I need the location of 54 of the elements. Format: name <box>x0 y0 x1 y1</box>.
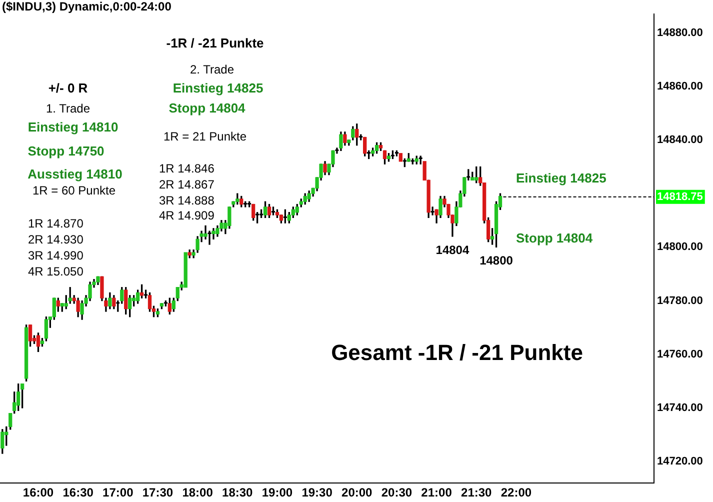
x-tick-label: 17:00 <box>102 486 134 500</box>
y-tick-label: 14880.00 <box>657 26 703 39</box>
candlestick <box>184 252 188 288</box>
annotation: 3R 14.888 <box>159 193 215 208</box>
x-tick-label: 21:00 <box>421 486 452 500</box>
annotation: Einstieg 14810 <box>28 120 118 135</box>
annotation: 2R 14.930 <box>28 232 84 246</box>
annotation: 1. Trade <box>46 101 90 116</box>
annotation: 1R = 21 Punkte <box>163 129 247 144</box>
annotation: 14800 <box>480 253 514 268</box>
annotation: Einstieg 14825 <box>516 170 606 186</box>
candlestick <box>466 169 470 180</box>
annotation: Gesamt -1R / -21 Punkte <box>331 340 583 366</box>
ref-line-label: 14818.75 <box>657 190 703 203</box>
y-tick-label: 14760.00 <box>657 348 703 360</box>
x-tick-label: 20:30 <box>381 486 412 500</box>
chart-title: ($INDU,3) Dynamic,0:00-24:00 <box>2 0 172 14</box>
annotation: Stopp 14750 <box>28 144 104 159</box>
x-tick-label: 19:30 <box>302 486 333 500</box>
x-tick-label: 16:30 <box>62 486 94 500</box>
x-tick-label: 18:30 <box>222 486 254 500</box>
annotation: 1R 14.846 <box>159 161 215 176</box>
annotation: +/- 0 R <box>48 80 88 96</box>
y-tick-label: 14840.00 <box>657 134 703 146</box>
x-tick-label: 17:30 <box>142 486 174 500</box>
candlestick <box>390 150 395 160</box>
annotation: Stopp 14804 <box>168 100 246 116</box>
annotation: Ausstieg 14810 <box>28 166 122 182</box>
annotation: 14804 <box>436 242 470 257</box>
annotation: 4R 15.050 <box>28 264 84 278</box>
x-tick-label: 19:00 <box>262 486 293 500</box>
x-tick-label: 16:00 <box>22 486 54 500</box>
annotation: 3R 14.990 <box>28 248 84 262</box>
y-tick-label: 14860.00 <box>657 80 703 92</box>
annotation: Stopp 14804 <box>516 230 594 246</box>
annotation: 1R 14.870 <box>28 216 84 230</box>
y-tick-label: 14720.00 <box>657 456 703 468</box>
annotation: -1R / -21 Punkte <box>166 36 264 51</box>
x-tick-label: 18:00 <box>182 486 214 500</box>
candlestick <box>398 153 403 162</box>
y-tick-label: 14800.00 <box>657 241 703 254</box>
y-tick-label: 14740.00 <box>657 402 703 414</box>
annotation: 4R 14.909 <box>159 208 215 222</box>
x-tick-label: 21:30 <box>461 486 492 500</box>
annotation: 2. Trade <box>190 62 234 76</box>
annotation: Einstieg 14825 <box>172 80 264 96</box>
candlestick <box>255 212 260 224</box>
annotation: 2R 14.867 <box>159 177 215 192</box>
candlestick <box>259 209 264 218</box>
y-tick-label: 14780.00 <box>657 294 703 307</box>
x-tick-label: 22:00 <box>500 486 532 500</box>
annotation: 1R = 60 Punkte <box>32 183 116 198</box>
x-tick-label: 20:00 <box>342 486 373 500</box>
candlestick <box>430 206 434 216</box>
